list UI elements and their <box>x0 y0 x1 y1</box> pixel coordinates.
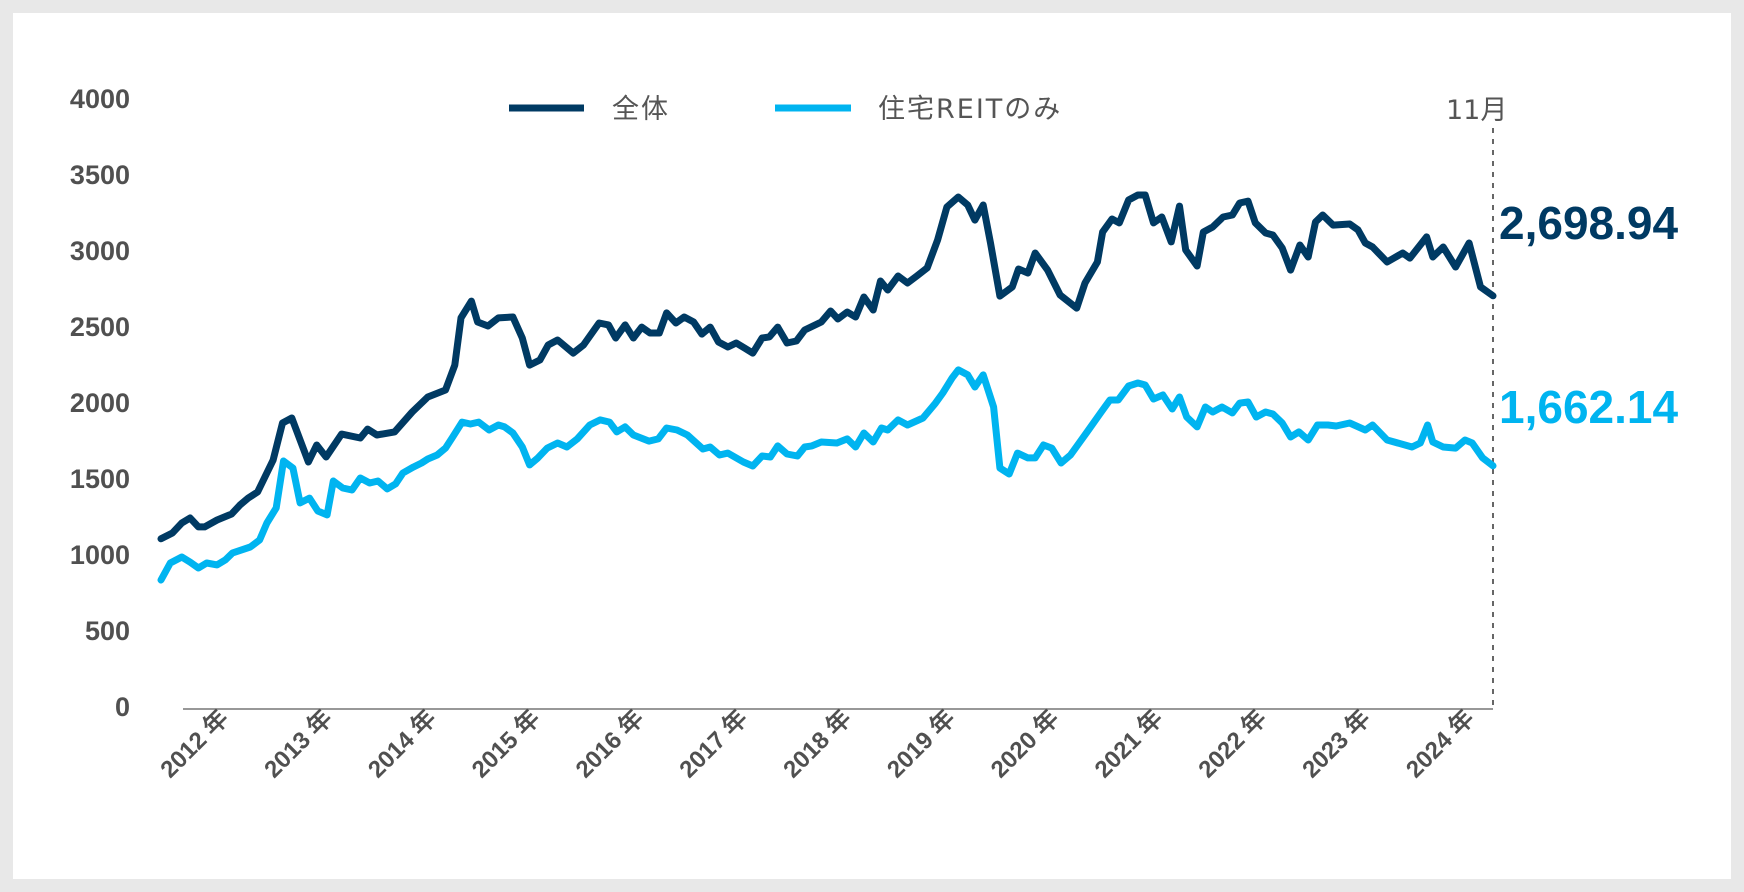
x-tick-label: 2012 年 <box>155 704 234 783</box>
legend-label-residential: 住宅REITのみ <box>878 94 1062 125</box>
y-axis-ticks: 0 500 1000 1500 2000 2500 3000 3500 4000 <box>70 84 130 722</box>
y-tick-label: 1500 <box>70 464 130 494</box>
month-annotation: 11月 <box>1446 95 1507 126</box>
x-axis-ticks: 2012 年 2013 年 2014 年 2015 年 2016 年 2017 年 2018… <box>155 704 1480 783</box>
x-tick-label: 2016 年 <box>570 704 649 783</box>
y-tick-label: 2000 <box>70 388 130 418</box>
x-tick-label: 2013 年 <box>259 704 338 783</box>
x-tick-label: 2014 年 <box>362 704 441 783</box>
x-tick-label: 2018 年 <box>778 704 857 783</box>
legend: 全体 住宅REITのみ <box>509 94 1062 125</box>
x-tick-label: 2023 年 <box>1297 704 1376 783</box>
x-tick-label: 2021 年 <box>1089 704 1168 783</box>
y-tick-label: 3000 <box>70 236 130 266</box>
x-tick-label: 2019 年 <box>881 704 960 783</box>
series-line-overall <box>157 191 1497 543</box>
x-tick-label: 2020 年 <box>985 704 1064 783</box>
x-tick-label: 2022 年 <box>1193 704 1272 783</box>
x-tick-label: 2015 年 <box>466 704 545 783</box>
end-value-residential: 1,662.14 <box>1499 381 1678 433</box>
y-tick-label: 0 <box>115 692 130 722</box>
y-tick-label: 500 <box>85 616 130 646</box>
end-value-overall: 2,698.94 <box>1499 197 1678 249</box>
legend-label-overall: 全体 <box>612 94 670 125</box>
series-line-residential <box>157 366 1497 584</box>
y-tick-label: 1000 <box>70 540 130 570</box>
x-tick-label: 2017 年 <box>674 704 753 783</box>
y-tick-label: 2500 <box>70 312 130 342</box>
series-layer <box>157 191 1497 584</box>
y-tick-label: 3500 <box>70 160 130 190</box>
y-tick-label: 4000 <box>70 84 130 114</box>
x-tick-label: 2024 年 <box>1400 704 1479 783</box>
